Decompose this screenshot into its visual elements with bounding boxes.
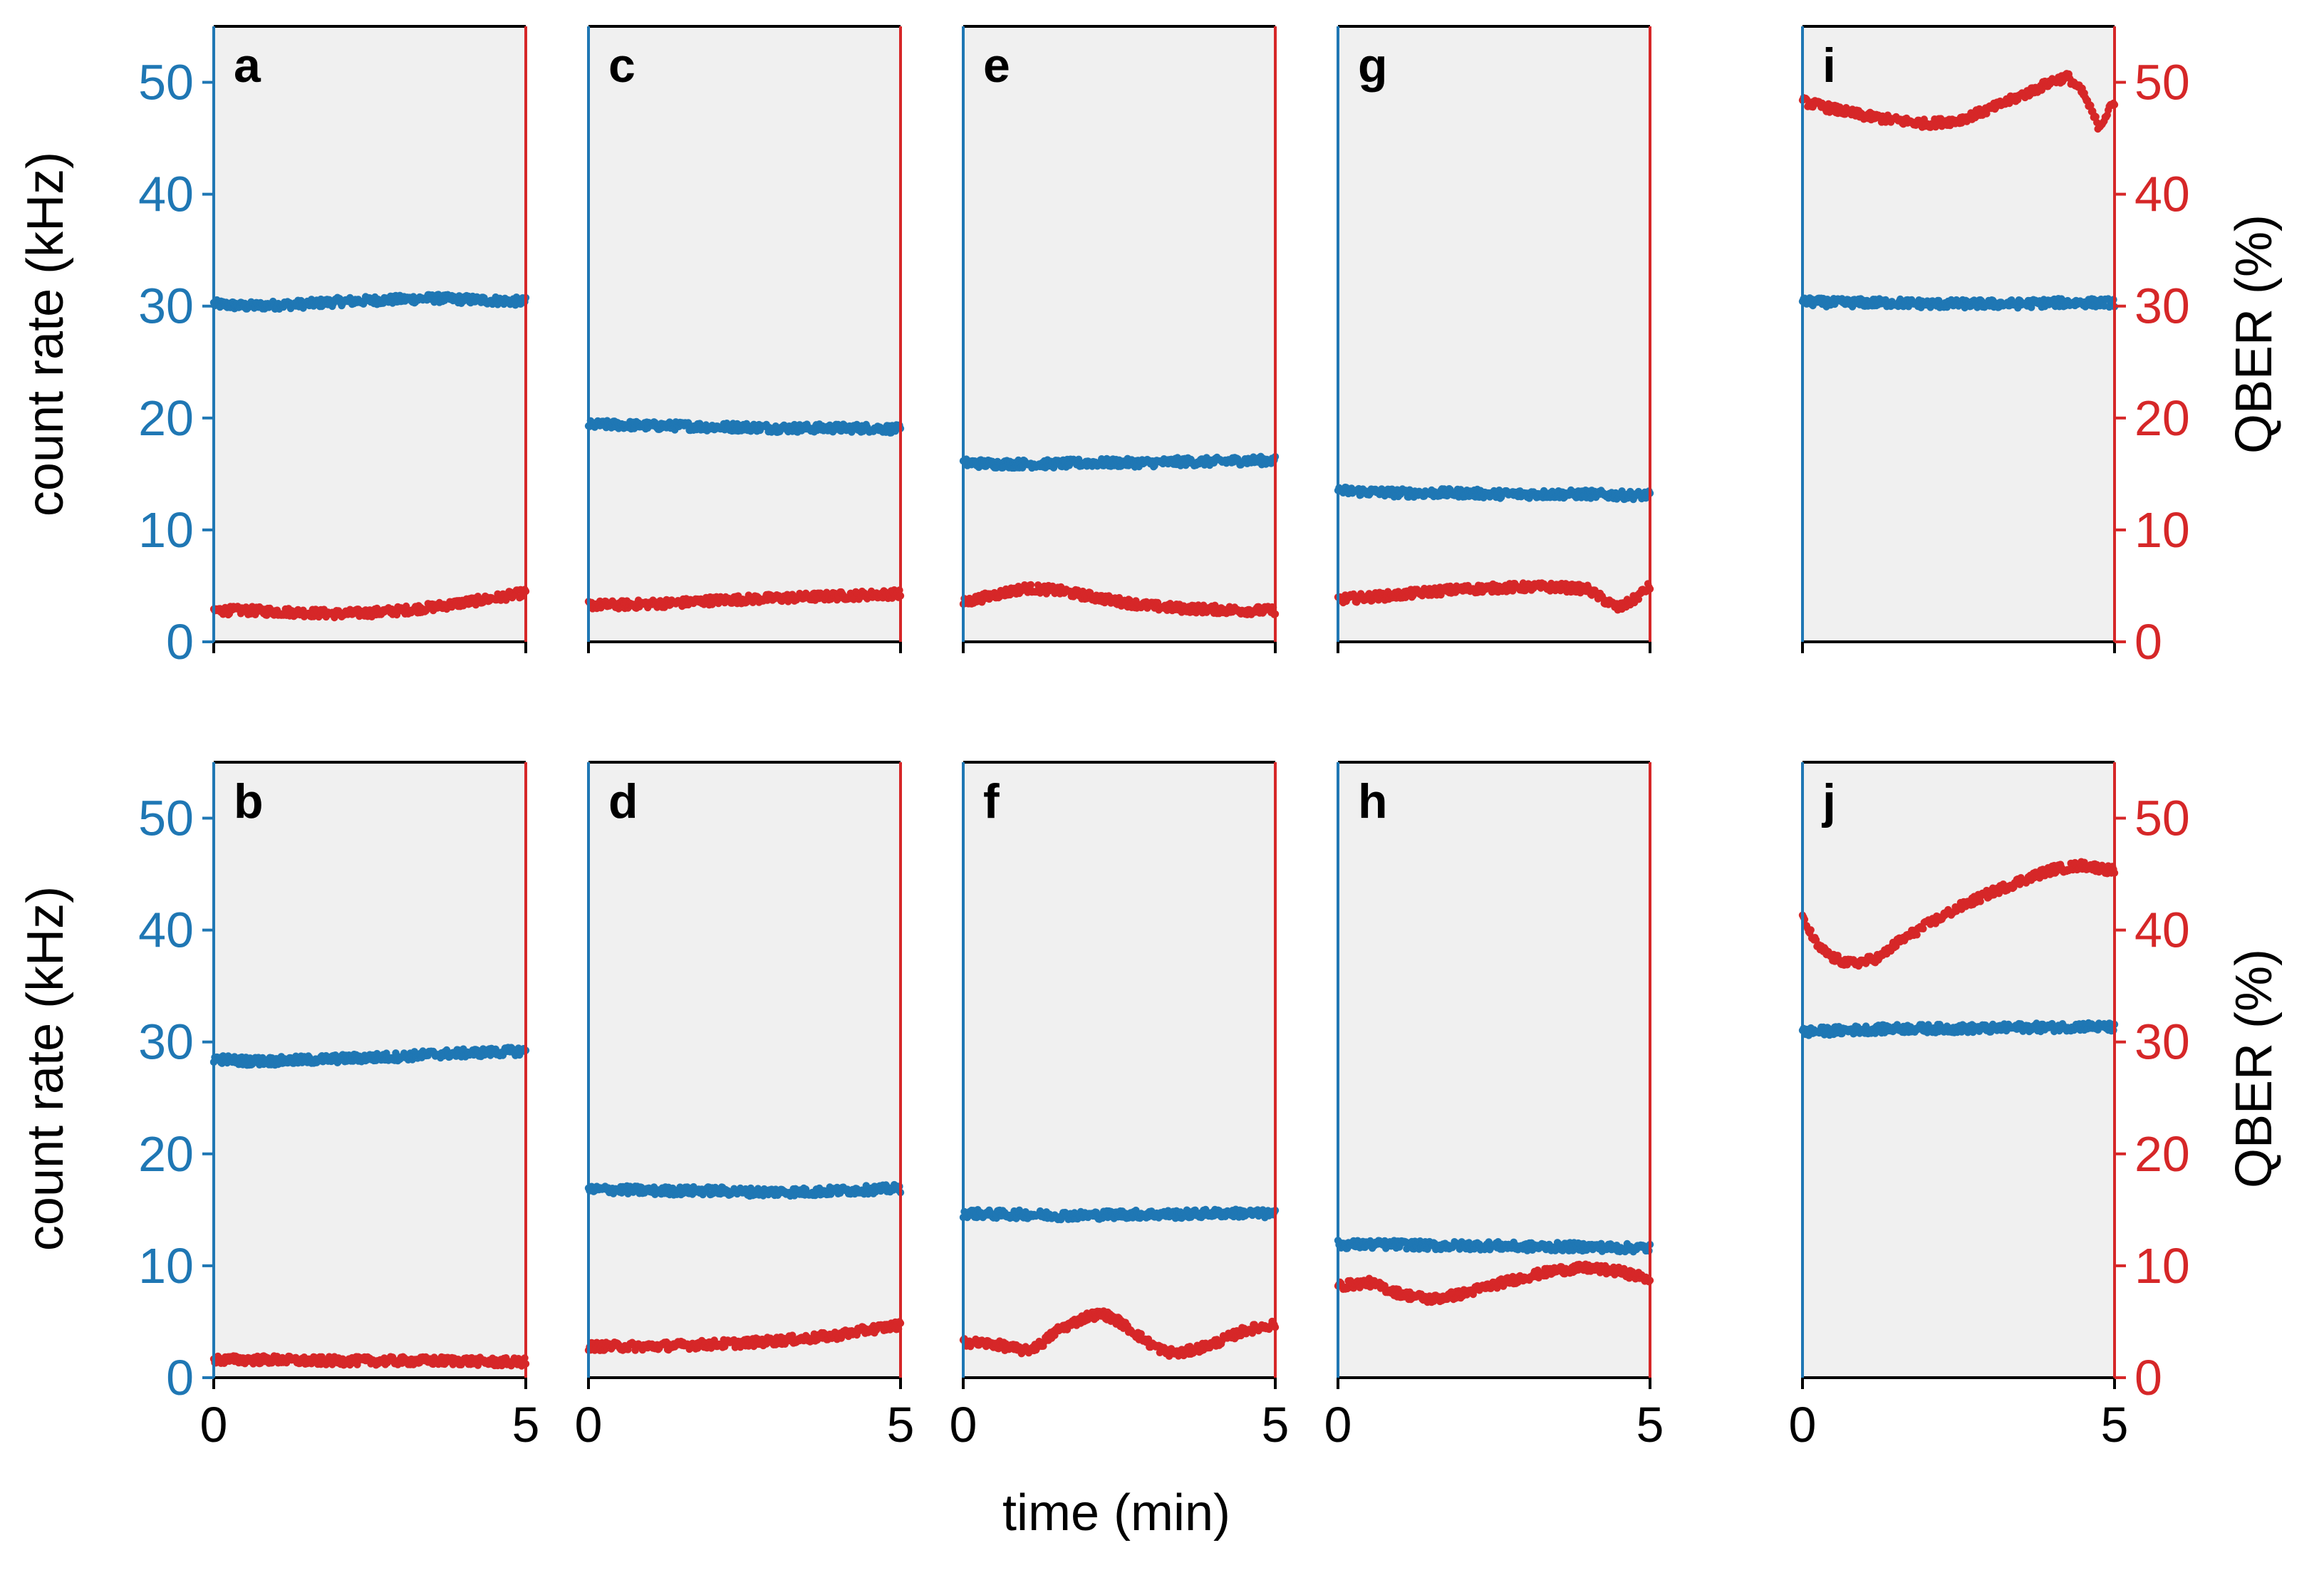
left-y-tick-label: 30	[138, 279, 194, 334]
right-y-tick-label: 30	[2134, 279, 2190, 334]
panel-i: i 0 10 20 30 40 50	[1798, 25, 2190, 670]
panel-g: g	[1334, 25, 1654, 653]
x-tick-label: 5	[1262, 1397, 1290, 1452]
left-y-tick-label: 0	[166, 614, 194, 670]
series-qber	[584, 586, 905, 613]
panel-f: f 0 5	[950, 761, 1290, 1452]
panel-label: f	[983, 774, 1000, 828]
x-tick-label: 5	[887, 1397, 915, 1452]
panel-label: e	[983, 38, 1010, 93]
right-y-tick-label: 40	[2134, 167, 2190, 222]
data-point	[1027, 581, 1035, 589]
right-y-tick-label: 0	[2134, 614, 2162, 670]
right-y-tick-label: 50	[2134, 55, 2190, 110]
panel-c: c	[584, 25, 905, 653]
panel-background	[963, 26, 1275, 642]
series-qber	[1334, 579, 1654, 614]
x-tick-label: 0	[950, 1397, 977, 1452]
panel-d: d 0 5	[575, 761, 915, 1452]
x-tick-label: 0	[200, 1397, 228, 1452]
panel-label: a	[234, 38, 261, 93]
panel-h: h0 5	[1324, 761, 1664, 1452]
left-y-tick-label: 50	[138, 791, 194, 846]
panel-label: d	[608, 774, 638, 828]
left-y-tick-label: 20	[138, 390, 194, 446]
left-y-tick-label: 10	[138, 1238, 194, 1294]
panel-background	[588, 762, 901, 1378]
series-qber	[959, 581, 1280, 618]
series-count-rate	[1798, 294, 2119, 312]
panel-e: e	[959, 25, 1280, 653]
panel-label: g	[1358, 38, 1388, 93]
series-count-rate	[959, 452, 1280, 472]
x-tick-label: 5	[512, 1397, 540, 1452]
x-tick-label: 0	[575, 1397, 603, 1452]
left-y-tick-label: 40	[138, 167, 194, 222]
panel-background	[214, 762, 526, 1378]
right-y-tick-label: 10	[2134, 502, 2190, 558]
right-y-tick-label: 20	[2134, 390, 2190, 446]
series-qber	[209, 586, 530, 622]
panel-background	[1338, 26, 1650, 642]
left-y-tick-label: 50	[138, 55, 194, 110]
panel-a: a 0 10 20 30 40 50	[138, 25, 530, 670]
panel-background	[214, 26, 526, 642]
panel-background	[963, 762, 1275, 1378]
left-y-tick-label: 40	[138, 903, 194, 958]
series-count-rate	[209, 291, 530, 313]
left-y-tick-label: 30	[138, 1014, 194, 1070]
panel-background	[588, 26, 901, 642]
panel-label: i	[1822, 38, 1836, 93]
data-point	[1634, 596, 1643, 603]
left-y-tick-label: 0	[166, 1350, 194, 1405]
panel-label: c	[608, 38, 636, 93]
panel-background	[1802, 26, 2115, 642]
left-y-tick-label: 10	[138, 502, 194, 558]
series-count-rate	[1334, 483, 1654, 504]
left-y-tick-label: 20	[138, 1126, 194, 1182]
series-count-rate	[584, 417, 905, 437]
panel-label: b	[234, 774, 264, 828]
